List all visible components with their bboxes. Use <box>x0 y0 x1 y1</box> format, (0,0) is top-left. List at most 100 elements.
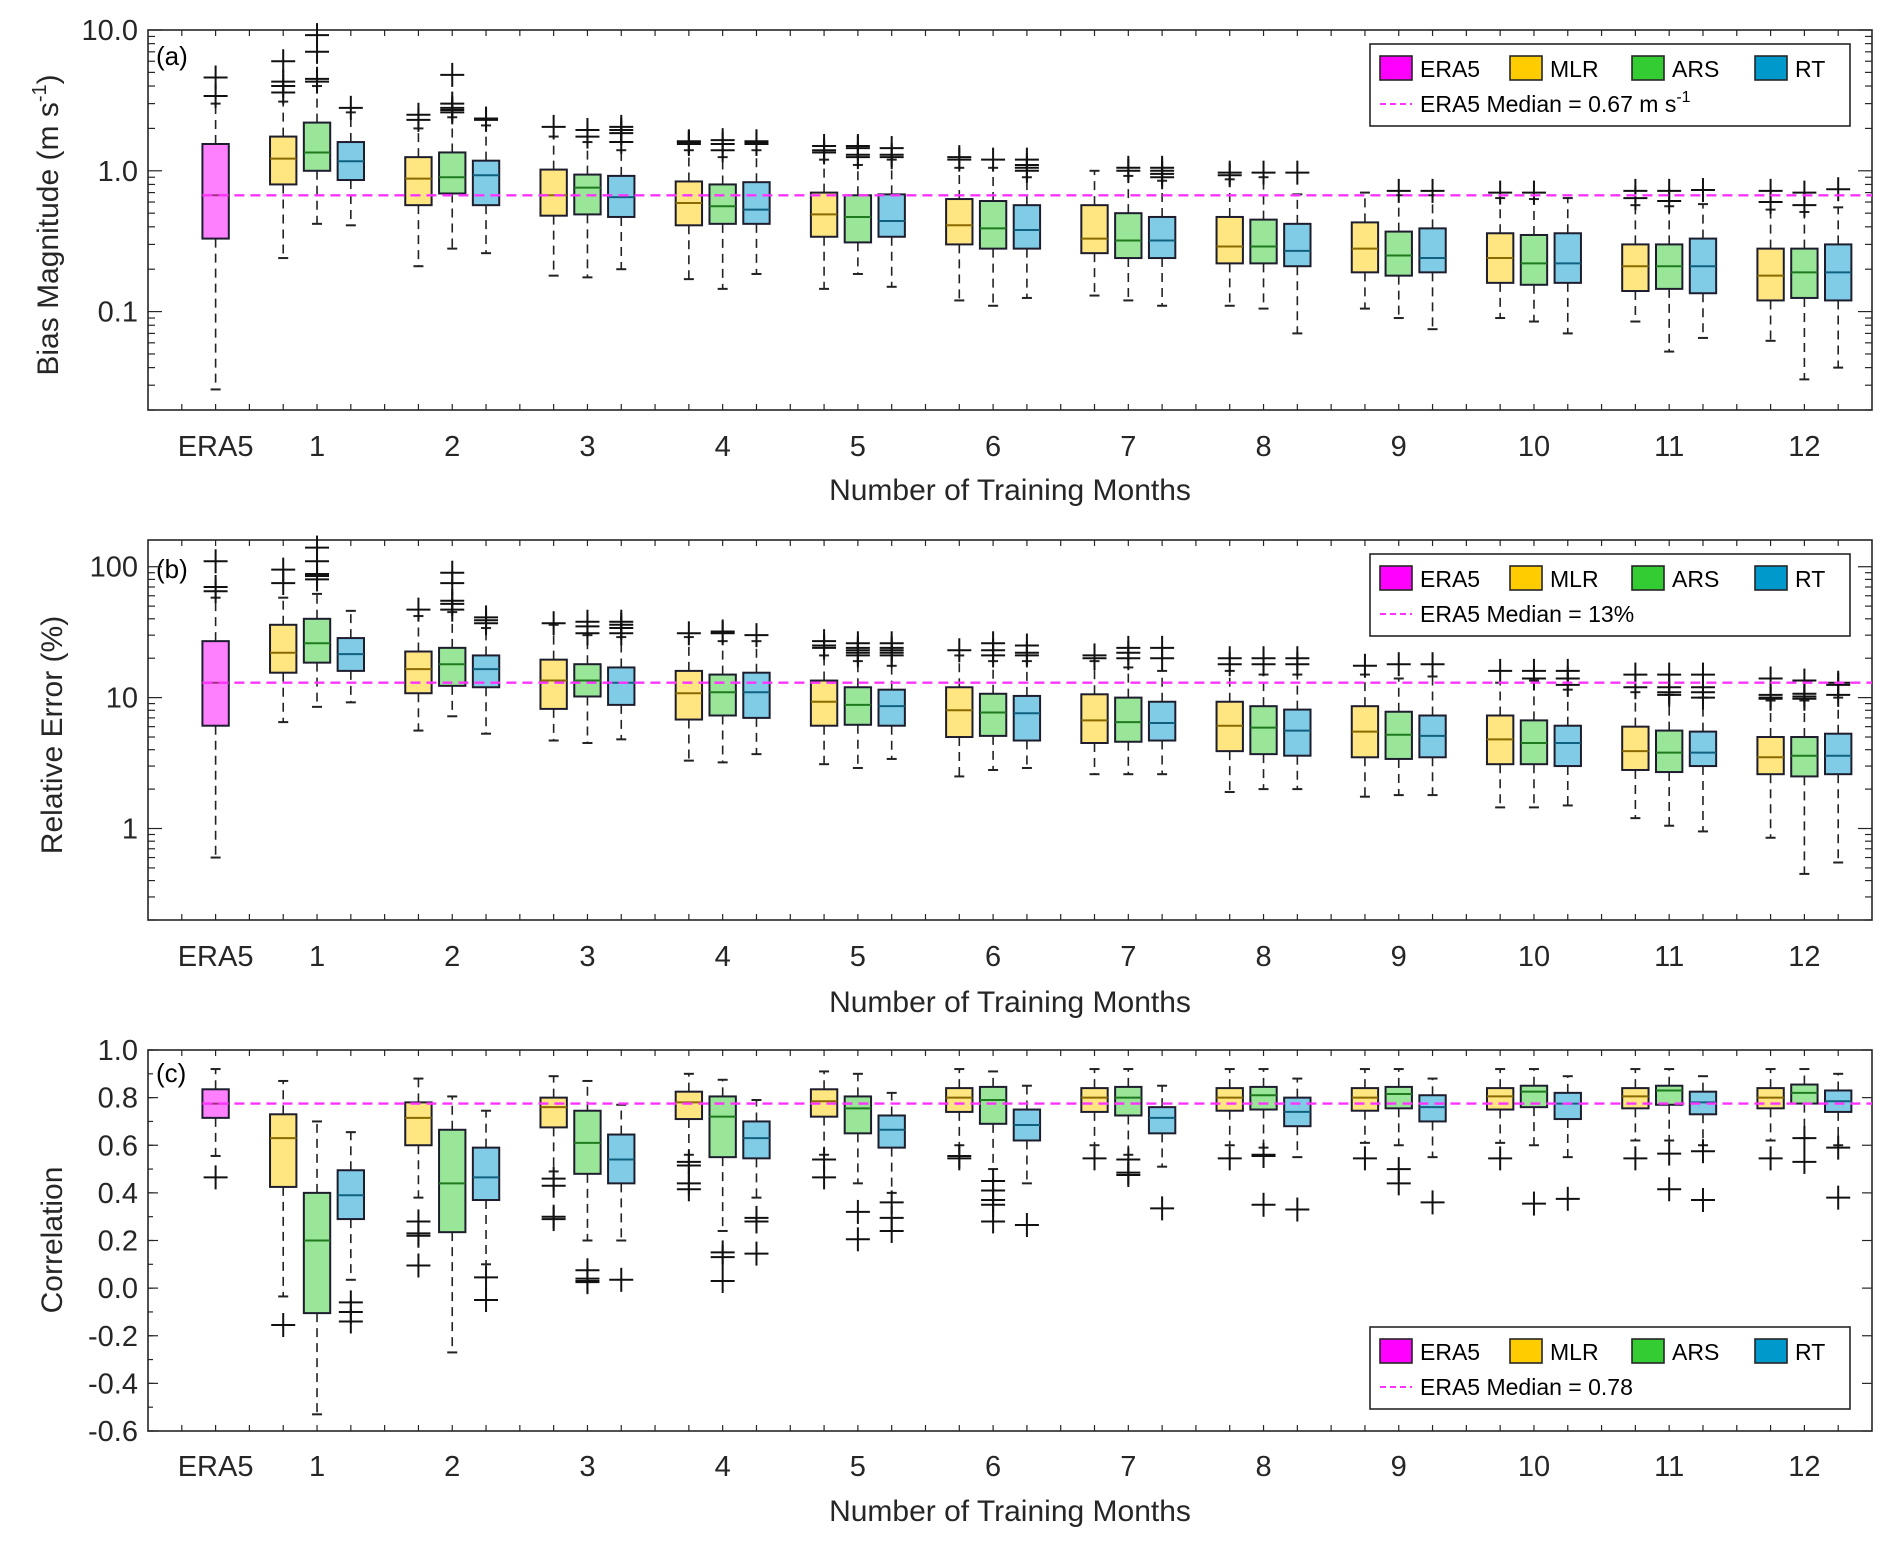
box-iqr <box>809 679 839 727</box>
box-rt <box>471 1109 501 1313</box>
legend-item-mlr: MLR <box>1509 565 1599 592</box>
box-mlr <box>1080 169 1109 297</box>
y-tick-label: 10.0 <box>82 15 138 47</box>
outlier-marker <box>1082 643 1107 668</box>
x-tick-label: 9 <box>1391 1451 1407 1483</box>
legend-item-ars: ARS <box>1631 55 1719 82</box>
outlier-marker <box>1116 1163 1141 1188</box>
box-iqr <box>201 142 230 240</box>
outlier-marker <box>1758 666 1783 691</box>
x-tick-label: 3 <box>579 1451 595 1483</box>
outlier-marker <box>271 557 296 582</box>
x-tick-label: 5 <box>850 431 866 463</box>
box-rt <box>877 1091 906 1243</box>
x-tick-label: ERA5 <box>178 1451 254 1483</box>
box-mlr <box>1621 1068 1650 1171</box>
box-ars <box>302 1120 332 1416</box>
y-tick-label: 1 <box>122 814 138 846</box>
box-rt <box>1283 160 1312 335</box>
box-ars <box>843 134 873 275</box>
box-iqr <box>1080 693 1109 745</box>
panel-label: (b) <box>156 554 188 584</box>
outlier-marker <box>812 629 837 654</box>
legend-item-rt: RT <box>1754 565 1825 592</box>
box-iqr <box>708 183 737 225</box>
outlier-marker <box>981 1209 1006 1234</box>
axes-frame <box>147 539 1873 921</box>
outlier-marker <box>541 1173 566 1198</box>
x-tick-label: 11 <box>1654 431 1684 463</box>
box-rt <box>471 605 501 735</box>
box-ars <box>978 147 1008 307</box>
box-mlr <box>1485 658 1515 809</box>
box-iqr <box>404 156 433 207</box>
box-mlr <box>539 1075 568 1232</box>
box-iqr <box>1553 1091 1582 1121</box>
outlier-marker <box>1217 1146 1242 1171</box>
box-rt <box>1688 1075 1718 1213</box>
outlier-marker <box>1116 635 1141 660</box>
box-iqr <box>1756 247 1785 302</box>
box-iqr <box>843 1095 873 1135</box>
outlier-marker <box>1488 180 1513 205</box>
box-ars <box>1654 178 1684 353</box>
outlier-marker <box>474 1265 499 1290</box>
legend-label: ERA5 Median = 13% <box>1420 601 1634 627</box>
box-ars <box>708 128 737 290</box>
box-mlr <box>674 129 704 281</box>
y-tick-label: 1.0 <box>98 1035 138 1067</box>
box-iqr <box>877 1114 906 1149</box>
panel-label: (a) <box>156 41 188 71</box>
legend-swatch <box>1754 55 1788 81</box>
box-iqr <box>1147 215 1177 260</box>
outlier-marker <box>609 114 634 139</box>
box-ars <box>1384 1068 1413 1196</box>
box-mlr <box>1756 178 1785 342</box>
legend-swatch <box>1754 565 1788 591</box>
box-mlr <box>674 1072 704 1202</box>
x-tick-label: 6 <box>985 431 1001 463</box>
box-mlr <box>269 557 298 724</box>
box-rt <box>877 136 906 288</box>
box-ars <box>1790 1068 1819 1174</box>
box-ars <box>843 631 873 769</box>
outlier-marker <box>676 129 701 154</box>
outlier-marker <box>1657 178 1682 203</box>
box-iqr <box>269 623 298 674</box>
legend-label: ERA5 Median = 0.67 m s-1 <box>1420 89 1691 117</box>
outlier-marker <box>1420 1190 1445 1215</box>
outlier-marker <box>474 605 499 630</box>
box-iqr <box>302 617 332 664</box>
legend-label: ERA5 <box>1420 1339 1480 1365</box>
outlier-marker <box>305 535 330 560</box>
box-rt <box>607 609 636 741</box>
legend-label: MLR <box>1550 1339 1599 1365</box>
x-tick-label: 11 <box>1654 941 1684 973</box>
outlier-marker <box>1792 1149 1817 1174</box>
y-tick-label: 0.6 <box>98 1130 138 1162</box>
box-iqr <box>1485 1087 1515 1111</box>
box-iqr <box>1114 696 1143 743</box>
outlier-marker <box>271 1313 296 1338</box>
outlier-marker <box>1623 178 1648 203</box>
box-mlr <box>945 638 974 778</box>
outlier-marker <box>271 49 296 74</box>
box-mlr <box>269 1079 298 1338</box>
outlier-marker <box>305 23 330 48</box>
outlier-marker <box>1386 178 1411 203</box>
y-axis-label: Relative Error (%) <box>36 616 69 854</box>
outlier-marker <box>710 128 735 153</box>
box-rt <box>1824 670 1853 864</box>
box-iqr <box>539 1096 568 1129</box>
box-ars <box>1114 1068 1143 1188</box>
x-tick-label: 12 <box>1788 941 1820 973</box>
legend-label: MLR <box>1550 566 1599 592</box>
box-iqr <box>843 686 873 726</box>
box-rt <box>1553 658 1582 807</box>
box-iqr <box>438 646 467 687</box>
outlier-marker <box>406 597 431 622</box>
outlier-marker <box>1521 180 1546 205</box>
outlier-marker <box>1792 1126 1817 1151</box>
legend-swatch <box>1631 55 1665 81</box>
outlier-marker <box>1150 635 1175 660</box>
